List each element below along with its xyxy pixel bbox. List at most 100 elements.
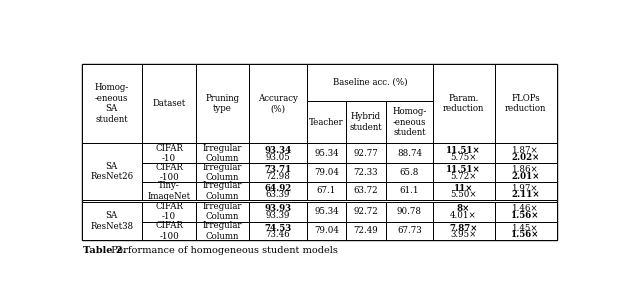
Text: 79.04: 79.04	[314, 168, 339, 177]
Bar	[433, 143, 495, 163]
Bar	[81, 64, 557, 240]
Bar	[196, 163, 249, 182]
Text: 1.56×: 1.56×	[511, 230, 540, 239]
Text: 5.72×: 5.72×	[451, 172, 477, 181]
Bar	[433, 64, 495, 143]
Text: FLOPs
reduction: FLOPs reduction	[505, 94, 547, 113]
Text: SA
ResNet26: SA ResNet26	[90, 162, 133, 181]
Bar	[307, 64, 433, 101]
Text: 65.8: 65.8	[400, 168, 419, 177]
Text: Table 2.: Table 2.	[83, 246, 126, 255]
Text: 5.75×: 5.75×	[451, 153, 477, 162]
Bar	[386, 101, 433, 143]
Bar	[386, 163, 433, 182]
Bar	[386, 202, 433, 222]
Bar	[386, 222, 433, 240]
Bar	[346, 182, 386, 200]
Text: 1.97×: 1.97×	[512, 184, 539, 193]
Text: 95.34: 95.34	[314, 149, 339, 158]
Text: 4.01×: 4.01×	[451, 211, 477, 220]
Text: Param.
reduction: Param. reduction	[443, 94, 484, 113]
Bar	[142, 163, 196, 182]
Text: CIFAR
-10: CIFAR -10	[155, 143, 183, 163]
Text: 63.39: 63.39	[266, 190, 291, 199]
Bar	[249, 222, 307, 240]
Bar	[495, 222, 557, 240]
Bar	[249, 163, 307, 182]
Text: 1.87×: 1.87×	[512, 146, 539, 155]
Bar	[196, 182, 249, 200]
Text: Pruning
type: Pruning type	[205, 94, 239, 113]
Bar	[142, 64, 196, 143]
Text: 1.56×: 1.56×	[511, 211, 540, 220]
Text: 61.1: 61.1	[399, 186, 419, 196]
Text: 93.05: 93.05	[266, 153, 291, 162]
Text: 79.04: 79.04	[314, 227, 339, 235]
Text: 2.01×: 2.01×	[511, 172, 540, 181]
Text: Performance of homogeneous student models: Performance of homogeneous student model…	[108, 246, 338, 255]
Bar	[346, 202, 386, 222]
Text: Baseline acc. (%): Baseline acc. (%)	[333, 78, 407, 87]
Bar	[81, 202, 142, 240]
Bar	[142, 143, 196, 163]
Text: 67.1: 67.1	[317, 186, 336, 196]
Bar	[81, 143, 142, 200]
Bar	[495, 143, 557, 163]
Text: Teacher: Teacher	[309, 117, 344, 127]
Bar	[249, 64, 307, 143]
Text: 64.92: 64.92	[264, 184, 292, 193]
Text: 93.93: 93.93	[264, 204, 292, 213]
Bar	[196, 143, 249, 163]
Text: SA
ResNet38: SA ResNet38	[90, 211, 133, 231]
Bar	[495, 202, 557, 222]
Bar	[249, 182, 307, 200]
Text: 67.73: 67.73	[397, 227, 422, 235]
Text: 92.72: 92.72	[354, 207, 378, 216]
Bar	[196, 222, 249, 240]
Bar	[386, 143, 433, 163]
Bar	[346, 143, 386, 163]
Bar	[307, 163, 346, 182]
Text: 95.34: 95.34	[314, 207, 339, 216]
Text: 72.98: 72.98	[266, 172, 291, 181]
Text: 93.39: 93.39	[266, 211, 291, 220]
Bar	[346, 222, 386, 240]
Text: Tiny-
ImageNet: Tiny- ImageNet	[148, 181, 191, 201]
Text: Homog-
-eneous
SA
student: Homog- -eneous SA student	[95, 83, 129, 124]
Text: Irregular
Column: Irregular Column	[203, 202, 243, 222]
Text: 3.95×: 3.95×	[451, 230, 477, 239]
Text: 93.34: 93.34	[264, 146, 292, 155]
Bar	[433, 202, 495, 222]
Text: 8×: 8×	[457, 204, 470, 213]
Bar	[81, 64, 142, 143]
Text: Hybrid
student: Hybrid student	[349, 112, 382, 132]
Bar	[307, 222, 346, 240]
Text: 90.78: 90.78	[397, 207, 422, 216]
Bar	[142, 222, 196, 240]
Text: 11.51×: 11.51×	[446, 146, 481, 155]
Text: Homog-
-eneous
student: Homog- -eneous student	[392, 107, 426, 137]
Bar	[307, 101, 346, 143]
Bar	[196, 64, 249, 143]
Bar	[386, 182, 433, 200]
Bar	[495, 64, 557, 143]
Bar	[433, 182, 495, 200]
Text: 73.46: 73.46	[266, 230, 291, 239]
Bar	[142, 182, 196, 200]
Text: 2.02×: 2.02×	[511, 153, 540, 162]
Bar	[249, 202, 307, 222]
Text: Irregular
Column: Irregular Column	[203, 221, 243, 241]
Text: 88.74: 88.74	[397, 149, 422, 158]
Text: CIFAR
-100: CIFAR -100	[155, 221, 183, 241]
Bar	[495, 163, 557, 182]
Text: 72.49: 72.49	[354, 227, 378, 235]
Bar	[307, 202, 346, 222]
Bar	[249, 143, 307, 163]
Bar	[307, 182, 346, 200]
Text: CIFAR
-100: CIFAR -100	[155, 163, 183, 182]
Text: 72.33: 72.33	[354, 168, 378, 177]
Text: Irregular
Column: Irregular Column	[203, 163, 243, 182]
Text: 1.46×: 1.46×	[512, 204, 539, 213]
Text: 63.72: 63.72	[354, 186, 378, 196]
Bar	[433, 163, 495, 182]
